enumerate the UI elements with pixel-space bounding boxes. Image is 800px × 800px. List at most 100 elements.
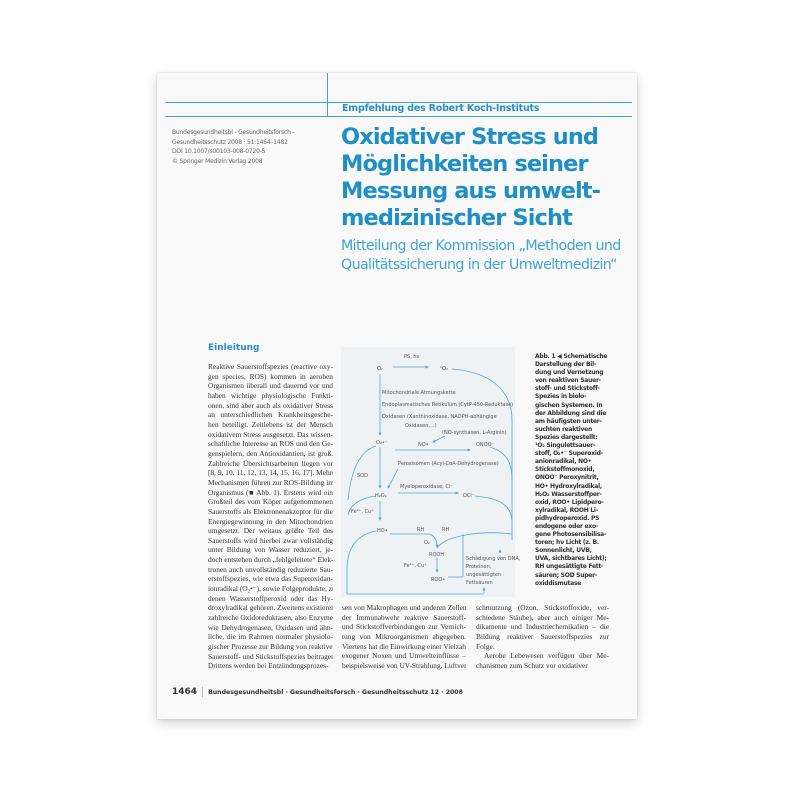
caption-line: gischen Systemen. In — [535, 401, 603, 409]
article-subtitle: Mitteilung der Kommission „Methoden und … — [341, 237, 631, 275]
caption-line: Abb. 1 ◀ Schematische — [535, 353, 608, 360]
header-rule-top — [165, 102, 632, 103]
caption-line: Sonnenlicht, UVB, — [535, 547, 592, 555]
label-onoo: ONOO⁻ — [476, 442, 495, 448]
figure-1: PS, hν O₂ ¹O₂ Mitochondriale Atmungskett… — [341, 347, 521, 597]
label-damage: Proteinen, — [466, 564, 492, 570]
text-line: Organismen überall und dauernd vor und — [208, 381, 333, 391]
label-er: Endoplasmatisches Retikulum (CytP-450-Re… — [382, 402, 513, 408]
text-line: Aerobe Lebewesen verfügen über Me- — [484, 651, 609, 661]
text-line: beispielsweise von UV-Strahlung, Luftver… — [342, 660, 466, 670]
caption-line: endogene oder exo- — [535, 522, 599, 530]
text-line: unter Bildung von Wasser reduziert, je- — [208, 545, 333, 555]
text-line: Sauerstoff- und Stickstoffspezies beitra… — [208, 651, 333, 661]
label-o2-b: O₂ — [424, 540, 430, 546]
text-line: erstoffspezies, wie etwa das Superoxidan… — [208, 574, 333, 584]
text-line: [8, 9, 10, 11, 12, 13, 14, 15, 16, 17]. … — [208, 468, 333, 478]
meta-line: Gesundheitsschutz 2008 · 51:1464–1482 — [172, 138, 288, 146]
label-mito: Mitochondriale Atmungskette — [382, 390, 456, 396]
text-line: hen beteiligt. Zeitlebens ist der Mensch — [208, 419, 333, 429]
caption-line: ¹O₂ Singulettsauer- — [535, 442, 596, 450]
title-line: Messung aus umwelt- — [341, 178, 601, 204]
text-line: umgesetzt. Der weitaus größte Teil des — [208, 526, 333, 536]
label-no-synthasen: (NO-synthasen, L-Arginin) — [442, 430, 507, 436]
text-line: gischer Prozesse zur Bildung von reaktiv… — [208, 642, 333, 652]
title-line: Möglichkeiten seiner — [341, 151, 589, 177]
label-fe-cu: Fe²⁺, Cu⁺ — [351, 509, 374, 515]
text-line: an unterschiedlichen Krankheitsgesche- — [208, 410, 333, 420]
figure-caption: Abb. 1 ◀ Schematische Darstellung der Bil… — [535, 353, 611, 588]
label-peroxisomen: Peroxisomen (Acyl-CoA-Dehydrogenase) — [398, 461, 499, 467]
caption-line: oxiddismutase — [535, 579, 582, 587]
text-line: Viertens hat die Einwirkung einer Vielza… — [342, 641, 466, 651]
label-damage: ungesättigten — [466, 572, 501, 578]
text-line: und Stickstoffverbindungen zur Vernich- — [342, 622, 466, 632]
connector-sod — [347, 445, 377, 501]
label-rh: RH — [417, 527, 424, 533]
text-line: zahlreiche Oxidoreduktasen, also Enzyme — [208, 613, 333, 623]
label-ho: HO• — [377, 528, 388, 534]
text-line: Folge. — [476, 641, 495, 651]
text-line: Organismus (■ Abb. 1). Erstens wird ein — [208, 487, 333, 497]
arrow-nosynth-no — [432, 435, 446, 443]
caption-line: HO• Hydroxylradikal, — [535, 482, 602, 490]
text-line: Reaktive Sauerstoffspezies (reactive oxy… — [208, 362, 333, 371]
text-line: Großteil des vom Köper aufgenommenen — [208, 497, 333, 507]
caption-line: H₂O₂ Wasserstoffper- — [535, 490, 602, 498]
caption-line: Spezies in biolo- — [535, 393, 587, 401]
caption-line: anionradikal, NO• — [535, 458, 592, 466]
label-ps-hv: PS, hν — [404, 354, 420, 360]
text-line: gen species, ROS) kommen in aeroben — [208, 371, 333, 381]
text-line: denen Wasserstoffperoxid oder das Hy- — [208, 593, 333, 603]
text-line: oxidativem Stress ausgesetzt. Das wissen… — [208, 429, 333, 439]
article-title: Oxidativer Stress und Möglichkeiten sein… — [341, 124, 631, 232]
title-line: medizinischer Sicht — [341, 205, 573, 231]
journal-issue: Bundesgesundheitsbl · Gesundheitsforsch … — [208, 689, 463, 696]
text-line: exogener Noxen und Umwelteinflüsse – — [342, 651, 466, 661]
text-line: Sauerstoffs wird hierbei zwar vollständi… — [208, 535, 333, 545]
caption-line: oxid, ROO• Lipidpero- — [535, 498, 604, 506]
label-oxidasen: Oxidasen (Xanthinoxidase, NADPH-abhängig… — [382, 414, 497, 420]
header-rule-bottom — [165, 116, 632, 117]
text-line: chanismen zum Schutz vor oxidativer — [476, 660, 588, 670]
caption-line: von reaktiven Sauer- — [535, 377, 601, 385]
caption-line: gene Photosensibilisa- — [535, 531, 607, 539]
label-ocl: OCl⁻ — [463, 493, 475, 499]
label-o2: O₂ — [377, 366, 383, 372]
label-roo: ROO• — [431, 577, 445, 583]
label-damage: Schädigung von DNA, — [466, 556, 521, 562]
body-column-3: schmutzung (Ozon, Stickstoffoxide, ver-s… — [476, 603, 609, 671]
caption-line: Darstellung der Bil- — [535, 361, 597, 369]
text-line: onen, sind aber auch als oxidativer Stre… — [208, 400, 333, 410]
body-column-1: Reaktive Sauerstoffspezies (reactive oxy… — [208, 362, 333, 671]
section-heading: Einleitung — [208, 343, 260, 353]
caption-line: RH ungesättigte Fett- — [535, 563, 604, 571]
label-fe-cu-2: Fe²⁺, Cu⁺ — [404, 563, 427, 569]
text-line: Zahlreiche Übersichtsarbeiten liegen vor — [208, 458, 333, 468]
meta-line: © Springer Medizin Verlag 2008 — [172, 157, 263, 165]
text-line: Sauerstoffs als Elektronenakzeptor für d… — [208, 506, 333, 516]
text-line: Energiegewinnung in den Mitochondrien — [208, 516, 333, 526]
caption-line: xylradikal, ROOH Li- — [535, 506, 598, 514]
text-line: liche, die im Rahmen normaler physiolo- — [208, 632, 333, 642]
connector-outer-loop — [346, 530, 484, 595]
label-rooh: ROOH — [429, 552, 444, 558]
page-footer: 1464 Bundesgesundheitsbl · Gesundheitsfor… — [172, 687, 463, 697]
caption-line: Spezies dargestellt: — [535, 433, 598, 441]
connector-h2o2-left — [347, 495, 377, 516]
text-line: Bildung reaktiver Sauerstoffspezies zur — [476, 631, 609, 641]
caption-line: pidhydroperoxid. PS — [535, 514, 600, 522]
connector-rh — [436, 532, 513, 549]
label-myeloperoxidase: Myeloperoxidase, Cl⁻ — [400, 484, 453, 490]
caption-line: der Abbildung sind die — [535, 409, 607, 417]
connector-ocl — [474, 495, 513, 521]
text-line: Drittens werden bei Entzündungsprozes- — [208, 661, 329, 671]
text-line: dikamente und Industriechemikalien – die — [476, 622, 609, 632]
text-line: wie Dehydrogenasen, Oxidasen und ähn- — [208, 622, 333, 632]
text-line: schiedene Stäube), aber auch einiger Me- — [476, 612, 609, 622]
label-damage: Fettsäuren — [466, 580, 493, 586]
page-number: 1464 — [172, 687, 198, 697]
label-oxidasen-2: Oxidasen,...) — [405, 423, 437, 429]
label-superoxide: O₂•⁻ — [376, 440, 388, 446]
citation-meta: Bundesgesundheitsbl - Gesundheitsforsch … — [172, 128, 295, 166]
